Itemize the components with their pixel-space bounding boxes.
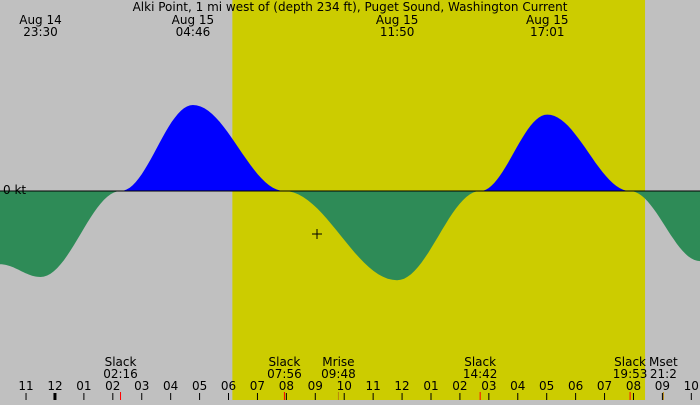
event-time-label: 07:56	[267, 367, 302, 381]
x-tick-label: 03	[134, 379, 149, 393]
extrema-time-label: 17:01	[530, 25, 565, 39]
x-tick-label: 12	[394, 379, 409, 393]
event-name-label: Slack	[269, 355, 301, 369]
ebb-lobe-2	[284, 191, 481, 281]
x-tick-label: 02	[452, 379, 467, 393]
event-name-label: Slack	[105, 355, 137, 369]
extrema-date-label: Aug 15	[376, 13, 419, 27]
x-tick-label: 04	[510, 379, 525, 393]
x-tick-label: 07	[250, 379, 265, 393]
x-axis-ticks: 11 12 01 02 03 04 05 06 07 08 09 10 11 12 01 02 03 04 05 06…	[18, 379, 699, 400]
flood-lobe-1	[120, 105, 285, 191]
event-name-label: Mrise	[322, 355, 354, 369]
ebb-lobe-4	[630, 191, 700, 262]
event-labels: Slack02:16Slack07:56Mrise09:48Slack14:42…	[103, 355, 678, 400]
x-tick-label: 09	[308, 379, 323, 393]
x-tick-label: 11	[365, 379, 380, 393]
x-tick-label: 02	[105, 379, 120, 393]
extrema-date-label: Aug 14	[19, 13, 62, 27]
event-name-label: Mset	[649, 355, 678, 369]
extrema-time-label: 11:50	[380, 25, 415, 39]
x-tick-label: 09	[655, 379, 670, 393]
x-tick-label: 04	[163, 379, 178, 393]
x-tick-label: 12	[47, 379, 62, 393]
event-time-label: 14:42	[463, 367, 498, 381]
event-name-label: Slack	[614, 355, 646, 369]
chart-title: Alki Point, 1 mi west of (depth 234 ft),…	[133, 0, 568, 14]
extrema-date-label: Aug 15	[172, 13, 215, 27]
x-tick-label: 11	[18, 379, 33, 393]
x-tick-label: 10	[337, 379, 352, 393]
x-tick-label: 08	[279, 379, 294, 393]
current-fills	[0, 105, 700, 281]
event-time-label: 02:16	[103, 367, 138, 381]
event-time-label: 19:53	[613, 367, 648, 381]
ebb-lobe-0	[0, 191, 121, 277]
x-tick-label: 10	[684, 379, 699, 393]
extrema-date-label: Aug 15	[526, 13, 569, 27]
extrema-time-label: 23:30	[23, 25, 58, 39]
event-name-label: Slack	[464, 355, 496, 369]
x-tick-label: 08	[626, 379, 641, 393]
x-tick-label: 03	[481, 379, 496, 393]
x-tick-label: 01	[423, 379, 438, 393]
extrema-time-label: 04:46	[176, 25, 211, 39]
x-tick-label: 06	[568, 379, 583, 393]
event-time-label: 09:48	[321, 367, 356, 381]
crosshair-icon	[312, 229, 322, 239]
y-axis-label: 0 kt	[3, 183, 26, 197]
x-tick-label: 07	[597, 379, 612, 393]
flood-lobe-3	[480, 114, 630, 191]
event-time-label: 21:2	[650, 367, 677, 381]
x-tick-label: 06	[221, 379, 236, 393]
x-tick-label: 05	[192, 379, 207, 393]
x-tick-label: 01	[76, 379, 91, 393]
x-tick-label: 05	[539, 379, 554, 393]
